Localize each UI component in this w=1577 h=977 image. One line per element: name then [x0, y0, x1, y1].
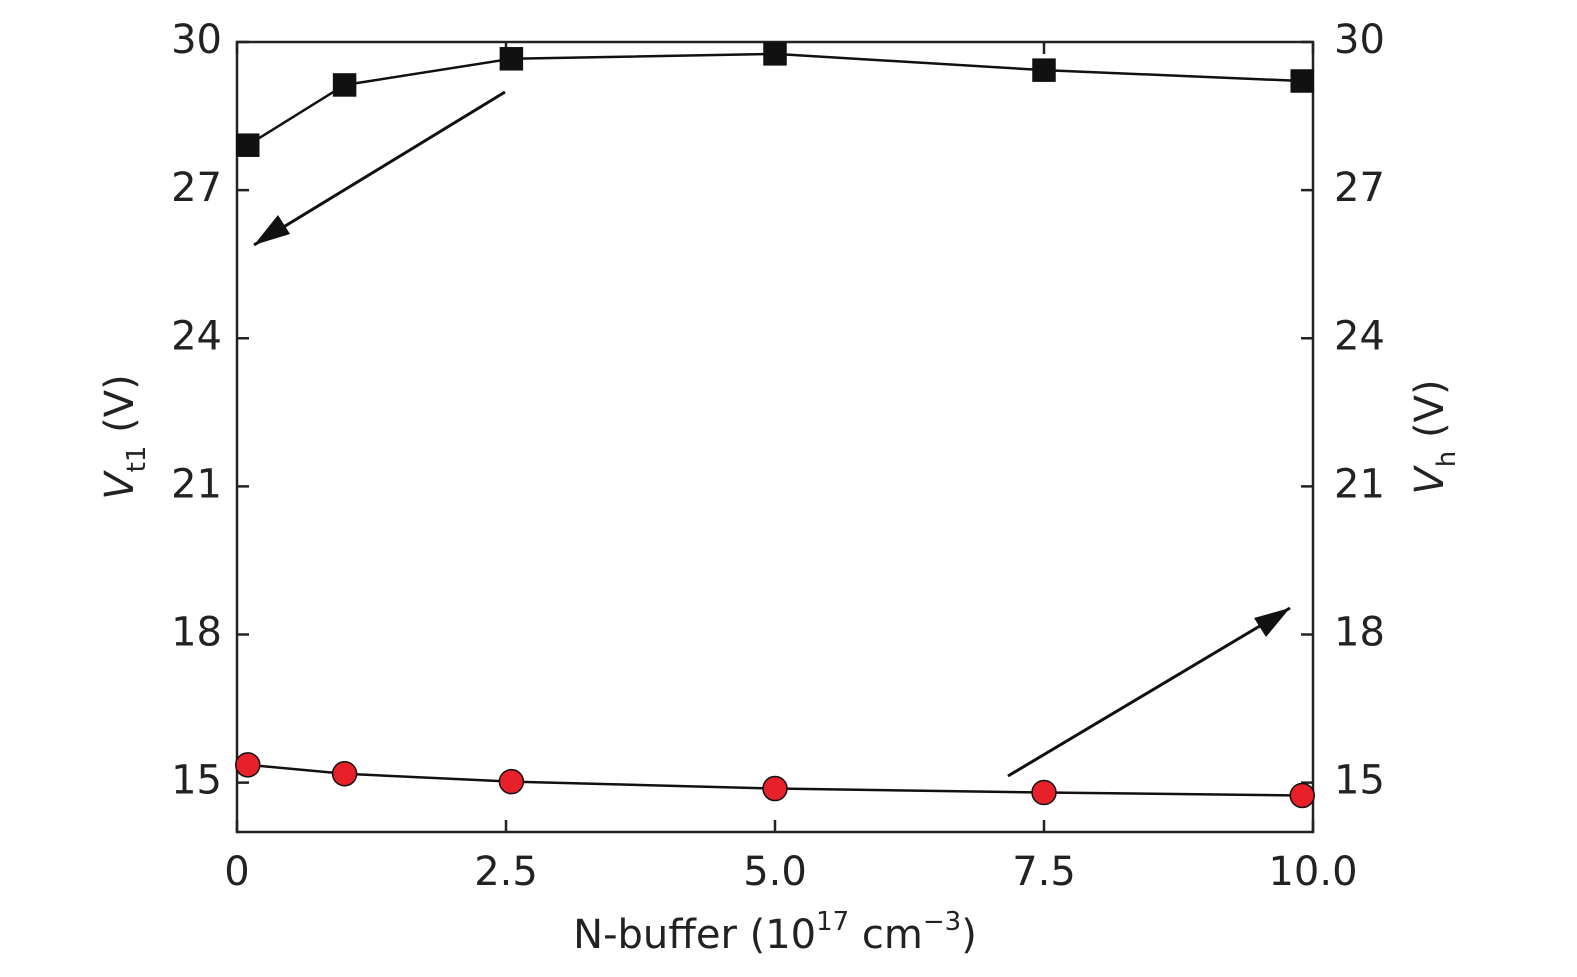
marker-square — [1032, 58, 1056, 82]
marker-circle — [1031, 779, 1057, 806]
y2-tick-label: 15 — [1334, 758, 1385, 804]
label-part: V — [97, 470, 143, 500]
label-part: h — [1432, 451, 1462, 467]
label-part: V — [1407, 465, 1453, 495]
label-part: cm — [849, 912, 923, 958]
label-part: t1 — [122, 446, 152, 473]
y-tick-label: 18 — [171, 610, 222, 656]
x-tick-label: 5.0 — [743, 849, 807, 895]
arrow-right — [1007, 606, 1291, 778]
marker-square — [236, 133, 260, 157]
series-line — [247, 763, 1303, 797]
y-tick-label: 27 — [171, 165, 222, 211]
x-tick-label: 7.5 — [1012, 849, 1076, 895]
marker-circle — [762, 775, 788, 802]
y2-tick-label: 27 — [1334, 165, 1385, 211]
label-part: ) — [961, 912, 977, 958]
y2-tick-label: 18 — [1334, 610, 1385, 656]
marker-circle — [498, 768, 525, 795]
x-tick-label: 0 — [224, 849, 249, 895]
arrow-left — [253, 90, 506, 247]
y-tick-label: 30 — [171, 17, 222, 63]
label-part: N-buffer (10 — [573, 912, 816, 958]
arrow-head — [254, 215, 290, 245]
x-tick-label: 2.5 — [474, 849, 538, 895]
marker-square — [763, 42, 787, 66]
arrow-head — [1254, 608, 1290, 637]
y-axis-label: Vt1 (V) — [97, 374, 152, 499]
marker-square — [499, 47, 524, 71]
y2-tick-label: 24 — [1334, 313, 1385, 359]
x-axis-label: N-buffer (1017 cm−3) — [573, 907, 977, 959]
y2-axis-label: Vh (V) — [1407, 379, 1462, 494]
marker-circle — [1289, 782, 1315, 809]
y-tick-label: 24 — [171, 313, 222, 359]
label-part: (V) — [1407, 379, 1453, 450]
plot-frame — [235, 40, 1315, 834]
series-line — [247, 52, 1303, 147]
chart-content: 0 2.5 5.0 7.5 10.0 15 18 21 24 27 30 15 18 21 24 27 30 N-… — [97, 17, 1462, 958]
y2-tick-label: 21 — [1334, 461, 1385, 507]
y2-tick-label: 30 — [1334, 17, 1385, 63]
y-tick-label: 21 — [171, 461, 222, 507]
marker-circle — [331, 760, 358, 787]
label-part: 17 — [816, 907, 849, 937]
label-part: (V) — [97, 374, 143, 445]
y-tick-label: 15 — [171, 758, 222, 804]
label-part: −3 — [923, 907, 961, 937]
x-tick-label: 10.0 — [1268, 849, 1357, 895]
marker-square — [1290, 69, 1314, 93]
marker-circle — [235, 752, 261, 778]
marker-square — [332, 73, 357, 97]
